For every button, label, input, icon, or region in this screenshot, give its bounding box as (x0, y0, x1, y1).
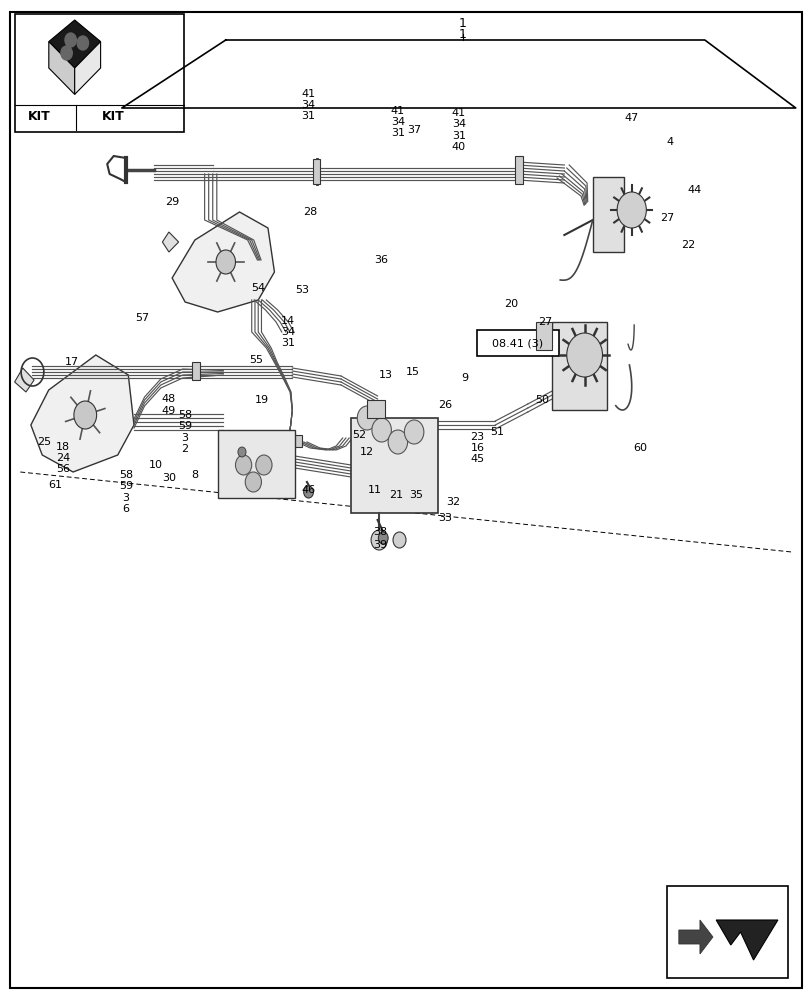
Polygon shape (678, 920, 712, 954)
Text: 47: 47 (624, 113, 638, 123)
Text: 57: 57 (135, 313, 149, 323)
Text: 1: 1 (458, 28, 466, 41)
Text: 28: 28 (303, 207, 317, 217)
Text: 12: 12 (359, 447, 374, 457)
Circle shape (393, 532, 406, 548)
Text: 9: 9 (461, 373, 467, 383)
Circle shape (303, 486, 313, 498)
Text: 19: 19 (254, 395, 268, 405)
Text: 35: 35 (408, 490, 423, 500)
Bar (592, 177, 623, 252)
Bar (191, 362, 200, 380)
Text: 61: 61 (48, 480, 62, 490)
Polygon shape (162, 232, 178, 252)
Text: 30: 30 (161, 473, 176, 483)
Text: 53: 53 (294, 285, 309, 295)
Text: 60: 60 (632, 443, 646, 453)
Polygon shape (49, 20, 101, 68)
Text: 32: 32 (445, 497, 460, 507)
Text: 41
34
31: 41 34 31 (390, 106, 405, 138)
Text: 11: 11 (367, 485, 382, 495)
Text: 58
59
3
6: 58 59 3 6 (118, 470, 133, 514)
Text: 17: 17 (64, 357, 79, 367)
Polygon shape (715, 920, 777, 960)
Circle shape (235, 455, 251, 475)
Text: 15: 15 (405, 367, 419, 377)
Text: 58
59
3
2: 58 59 3 2 (178, 410, 192, 454)
Text: 13: 13 (378, 370, 393, 380)
Text: 20: 20 (504, 299, 518, 309)
Text: 33: 33 (437, 513, 452, 523)
Bar (350, 418, 438, 513)
Bar (367, 400, 384, 418)
Text: 48
49: 48 49 (161, 394, 176, 416)
Circle shape (255, 455, 272, 475)
Text: 8: 8 (191, 470, 198, 480)
Circle shape (216, 250, 235, 274)
Text: 52: 52 (351, 430, 366, 440)
Text: 23
16
45: 23 16 45 (470, 432, 484, 464)
Text: 22: 22 (680, 240, 695, 250)
Bar (477, 330, 558, 356)
Text: 25: 25 (37, 437, 52, 447)
Circle shape (65, 33, 76, 47)
Text: 55: 55 (248, 355, 263, 365)
Text: 36: 36 (374, 255, 388, 265)
Text: 14
34
31: 14 34 31 (281, 316, 295, 348)
Bar (313, 159, 320, 184)
Text: 54: 54 (251, 283, 265, 293)
Bar (551, 322, 607, 410)
Polygon shape (15, 368, 34, 392)
Circle shape (74, 401, 97, 429)
Text: 41
34
31
40: 41 34 31 40 (451, 108, 466, 152)
Text: 27: 27 (659, 213, 674, 223)
Text: 39: 39 (372, 540, 387, 550)
Circle shape (388, 430, 407, 454)
Circle shape (61, 46, 72, 60)
Text: 26: 26 (437, 400, 452, 410)
Bar (667, 886, 787, 978)
Circle shape (77, 36, 88, 50)
Text: 18
24
56: 18 24 56 (56, 442, 71, 474)
Text: 50: 50 (534, 395, 549, 405)
Text: 37: 37 (406, 125, 421, 135)
Polygon shape (31, 355, 134, 472)
Bar (535, 322, 551, 350)
Bar (217, 430, 294, 498)
Text: 10: 10 (148, 460, 163, 470)
Text: 44: 44 (686, 185, 701, 195)
Text: 21: 21 (388, 490, 403, 500)
Text: 46: 46 (301, 485, 315, 495)
Circle shape (378, 532, 388, 544)
Text: KIT: KIT (28, 110, 50, 123)
Circle shape (245, 472, 261, 492)
Polygon shape (172, 212, 274, 312)
Circle shape (371, 530, 387, 550)
Circle shape (566, 333, 602, 377)
Text: 4: 4 (666, 137, 672, 147)
Circle shape (357, 406, 376, 430)
Bar (268, 435, 302, 447)
Text: 27: 27 (538, 317, 552, 327)
Polygon shape (49, 42, 75, 94)
Text: 1: 1 (458, 17, 466, 30)
Bar (514, 156, 522, 184)
Text: 41
34
31: 41 34 31 (301, 89, 315, 121)
Text: 08.41 (3): 08.41 (3) (492, 338, 543, 348)
Bar (15, 14, 183, 132)
Text: KIT: KIT (102, 110, 125, 123)
Circle shape (616, 192, 646, 228)
Circle shape (238, 447, 246, 457)
Text: 29: 29 (165, 197, 179, 207)
Circle shape (404, 420, 423, 444)
Polygon shape (75, 42, 101, 94)
Text: 38: 38 (372, 527, 387, 537)
Text: 51: 51 (489, 427, 504, 437)
Circle shape (371, 418, 391, 442)
